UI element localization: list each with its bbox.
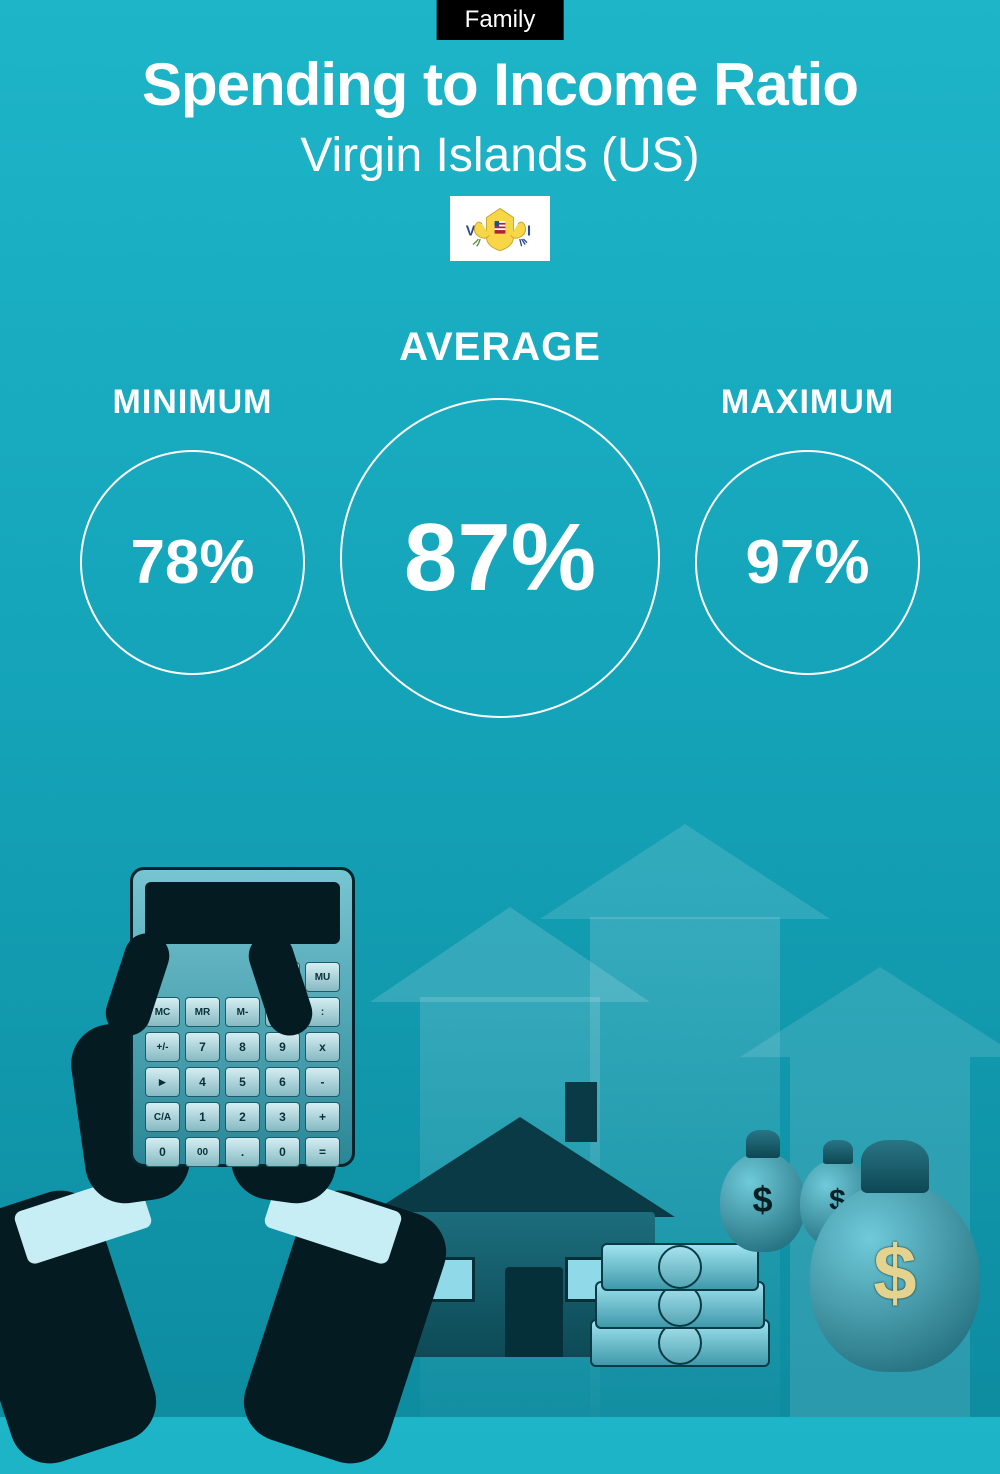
up-arrow-icon [590, 917, 780, 1417]
stat-average-circle: 87% [340, 398, 660, 718]
calc-key: . [225, 1137, 260, 1167]
flag-usvi-svg: V I [455, 199, 545, 258]
calc-key: % [265, 962, 300, 992]
stat-average: AVERAGE 87% [340, 325, 660, 718]
calc-key: = [305, 1137, 340, 1167]
money-bag-icon: $ [800, 1159, 875, 1247]
calc-key: 5 [225, 1067, 260, 1097]
stats-row: MINIMUM 78% AVERAGE 87% MAXIMUM 97% [0, 325, 1000, 718]
calc-key: 1 [185, 1102, 220, 1132]
stat-average-value: 87% [404, 503, 596, 613]
calc-key: M+ [265, 997, 300, 1027]
calculator-screen [145, 882, 340, 944]
calc-key: - [305, 1067, 340, 1097]
hands-holding-calculator: % MU MC MR M- M+ : +/- 7 8 9 x ► 4 5 6 -… [0, 837, 440, 1417]
calc-key: 0 [265, 1137, 300, 1167]
calc-key: x [305, 1032, 340, 1062]
up-arrow-icon [790, 1057, 970, 1417]
calc-key: : [305, 997, 340, 1027]
calc-key: C/A [145, 1102, 180, 1132]
calc-key: + [305, 1102, 340, 1132]
stat-minimum-value: 78% [130, 527, 254, 598]
stat-minimum-label: MINIMUM [113, 383, 273, 422]
page-title: Spending to Income Ratio [0, 50, 1000, 119]
stat-minimum: MINIMUM 78% [80, 325, 305, 675]
up-arrow-icon [420, 997, 600, 1417]
calc-key: 6 [265, 1067, 300, 1097]
stat-maximum-label: MAXIMUM [721, 383, 894, 422]
stat-maximum-value: 97% [745, 527, 869, 598]
flag-usvi: V I [450, 196, 550, 261]
calc-key: 2 [225, 1102, 260, 1132]
calc-key: 3 [265, 1102, 300, 1132]
stat-maximum: MAXIMUM 97% [695, 325, 920, 675]
stat-minimum-circle: 78% [80, 450, 305, 675]
page-subtitle: Virgin Islands (US) [0, 128, 1000, 183]
stat-average-label: AVERAGE [399, 325, 601, 370]
money-bag-icon: $ [720, 1152, 805, 1252]
category-tag: Family [437, 0, 564, 40]
calc-key: 7 [185, 1032, 220, 1062]
house-icon [365, 1107, 675, 1357]
calculator-keypad: % MU MC MR M- M+ : +/- 7 8 9 x ► 4 5 6 -… [145, 962, 340, 1167]
calc-key: 0 [145, 1137, 180, 1167]
illustration-layer: $ $ $ % MU MC MR M- M+ : +/- 7 8 9 [0, 777, 1000, 1417]
money-bag-icon: $ [810, 1182, 980, 1372]
calc-key: M- [225, 997, 260, 1027]
calc-key: 00 [185, 1137, 220, 1167]
cash-stack-icon [590, 1207, 770, 1367]
calc-key: MU [305, 962, 340, 992]
calc-key: 4 [185, 1067, 220, 1097]
calc-key: 8 [225, 1032, 260, 1062]
calc-key: MR [185, 997, 220, 1027]
calc-key: ► [145, 1067, 180, 1097]
svg-text:I: I [527, 224, 531, 240]
stat-maximum-circle: 97% [695, 450, 920, 675]
calc-key: +/- [145, 1032, 180, 1062]
calc-key: MC [145, 997, 180, 1027]
calculator-icon: % MU MC MR M- M+ : +/- 7 8 9 x ► 4 5 6 -… [130, 867, 355, 1167]
calc-key: 9 [265, 1032, 300, 1062]
